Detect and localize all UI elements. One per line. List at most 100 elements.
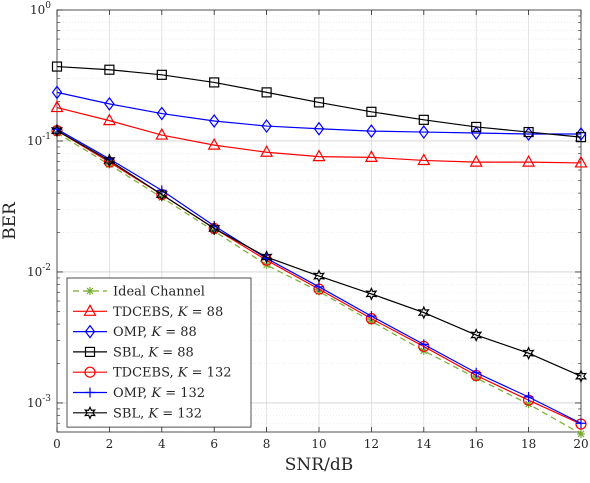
data-point bbox=[51, 61, 63, 72]
data-point bbox=[574, 155, 588, 168]
legend-label: SBL, K = 132 bbox=[113, 406, 202, 421]
series-1 bbox=[50, 100, 588, 168]
legend-label: Ideal Channel bbox=[113, 285, 205, 300]
y-tick-label: 10-1 bbox=[27, 132, 51, 148]
data-point bbox=[260, 145, 274, 157]
legend-entry: SBL, K = 88 bbox=[73, 345, 194, 360]
legend: Ideal Channel TDCEBS, K = 88 OMP, K = 88 SB… bbox=[66, 277, 252, 428]
legend-marker bbox=[84, 324, 96, 339]
data-point bbox=[208, 114, 220, 129]
data-point bbox=[367, 317, 376, 326]
data-point bbox=[104, 96, 115, 111]
data-point bbox=[575, 132, 587, 143]
x-axis-title: SNR/dB bbox=[285, 455, 353, 475]
x-tick-label: 18 bbox=[521, 437, 536, 451]
x-tick-label: 6 bbox=[210, 437, 218, 451]
data-point bbox=[577, 429, 585, 438]
data-point bbox=[472, 374, 481, 383]
x-tick-label: 10 bbox=[311, 437, 326, 451]
series-line bbox=[56, 130, 582, 377]
data-point bbox=[208, 221, 221, 236]
data-point bbox=[156, 106, 168, 121]
series-3 bbox=[51, 61, 587, 143]
data-point bbox=[366, 106, 377, 117]
data-point bbox=[50, 123, 64, 138]
data-point bbox=[313, 97, 325, 108]
x-tick-label: 14 bbox=[416, 437, 432, 451]
data-point bbox=[418, 339, 429, 350]
y-axis-title: BER bbox=[0, 201, 20, 240]
data-point bbox=[365, 286, 378, 301]
legend-marker bbox=[86, 287, 94, 295]
data-point bbox=[364, 150, 378, 162]
data-point bbox=[576, 418, 586, 429]
data-point bbox=[471, 367, 482, 378]
legend-entry: OMP, K = 88 bbox=[73, 324, 197, 340]
x-tick-label: 2 bbox=[106, 437, 114, 451]
legend-label: TDCEBS, K = 88 bbox=[113, 305, 223, 320]
series-6 bbox=[50, 123, 588, 384]
data-point bbox=[522, 154, 536, 167]
data-point bbox=[366, 311, 377, 322]
legend-marker bbox=[84, 366, 96, 378]
x-tick-label: 0 bbox=[53, 437, 61, 451]
legend-entry: TDCEBS, K = 88 bbox=[73, 304, 223, 320]
x-tick-label: 12 bbox=[364, 437, 379, 451]
data-point bbox=[157, 193, 166, 202]
data-point bbox=[51, 85, 63, 100]
legend-label: SBL, K = 88 bbox=[113, 345, 194, 360]
data-point bbox=[418, 114, 429, 125]
data-point bbox=[209, 77, 220, 88]
legend-marker bbox=[85, 387, 95, 398]
legend-marker bbox=[83, 304, 97, 316]
data-point bbox=[524, 400, 533, 409]
x-tick-label: 8 bbox=[263, 437, 271, 451]
data-point bbox=[261, 87, 272, 98]
data-point bbox=[575, 127, 587, 142]
data-point bbox=[261, 119, 272, 134]
data-point bbox=[522, 346, 535, 361]
x-tick-label: 16 bbox=[469, 437, 484, 451]
data-point bbox=[471, 121, 482, 133]
legend-label: TDCEBS, K = 132 bbox=[113, 366, 232, 381]
x-tick-label: 20 bbox=[573, 437, 588, 451]
legend-label: OMP, K = 132 bbox=[113, 386, 205, 401]
series-line bbox=[56, 132, 582, 435]
legend-box bbox=[66, 277, 252, 428]
data-point bbox=[207, 137, 221, 150]
legend-entry: TDCEBS, K = 132 bbox=[73, 366, 232, 381]
series-line bbox=[56, 106, 582, 164]
data-point bbox=[210, 227, 219, 236]
legend-entry: SBL, K = 132 bbox=[73, 405, 202, 421]
data-point bbox=[366, 124, 377, 139]
data-point bbox=[104, 64, 115, 75]
data-point bbox=[417, 305, 430, 320]
legend-entry: OMP, K = 132 bbox=[73, 386, 205, 401]
data-point bbox=[470, 328, 483, 342]
data-point bbox=[312, 149, 326, 162]
data-point bbox=[523, 126, 534, 138]
data-point bbox=[418, 125, 430, 140]
data-point bbox=[523, 392, 534, 403]
series-5 bbox=[52, 124, 586, 429]
data-point bbox=[50, 100, 64, 113]
data-point bbox=[155, 187, 168, 202]
x-tick-label: 4 bbox=[158, 437, 166, 451]
y-tick-label: 100 bbox=[30, 1, 51, 17]
legend-marker bbox=[84, 346, 96, 357]
series-layer bbox=[50, 61, 588, 438]
data-point bbox=[469, 154, 483, 167]
legend-entry: Ideal Channel bbox=[73, 285, 205, 300]
y-tick-label: 10-3 bbox=[27, 394, 51, 410]
data-point bbox=[156, 69, 167, 80]
data-point bbox=[417, 153, 431, 166]
legend-marker bbox=[83, 405, 97, 420]
data-point bbox=[102, 113, 116, 126]
data-point bbox=[574, 369, 588, 384]
y-tick-label: 10-2 bbox=[27, 263, 51, 279]
data-point bbox=[260, 250, 273, 264]
data-point bbox=[419, 346, 428, 355]
data-point bbox=[155, 127, 169, 140]
